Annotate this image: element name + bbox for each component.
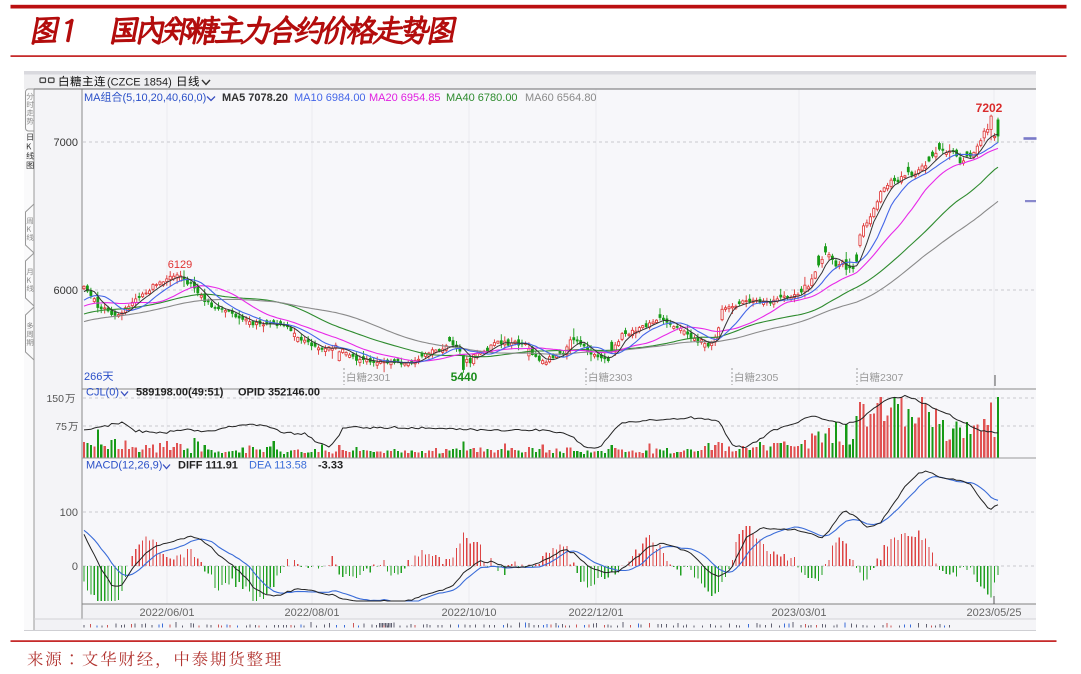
svg-text:2303: 2303: [609, 372, 633, 384]
svg-text:(CZCE 1854): (CZCE 1854): [107, 77, 172, 89]
svg-text:(5,10,20,40,60,0): (5,10,20,40,60,0): [123, 92, 207, 104]
svg-text:MA10 6984.00: MA10 6984.00: [294, 92, 366, 104]
svg-text:7000: 7000: [54, 137, 78, 149]
svg-text:OPID 352146.00: OPID 352146.00: [238, 387, 320, 399]
svg-text:150: 150: [46, 393, 64, 405]
svg-text:2022/10/10: 2022/10/10: [441, 607, 496, 619]
svg-text:2023/03/01: 2023/03/01: [771, 607, 826, 619]
svg-text:-3.33: -3.33: [318, 460, 343, 472]
svg-text:MA40 6780.00: MA40 6780.00: [446, 92, 518, 104]
svg-text:0: 0: [72, 561, 78, 573]
svg-text:7202: 7202: [976, 101, 1003, 115]
svg-text:266: 266: [84, 371, 102, 383]
svg-text:2023/05/25: 2023/05/25: [966, 607, 1021, 619]
svg-text:DEA 113.58: DEA 113.58: [249, 460, 307, 472]
svg-text:CJL(0): CJL(0): [86, 387, 119, 399]
svg-text:2022/08/01: 2022/08/01: [284, 607, 339, 619]
svg-text:MA60 6564.80: MA60 6564.80: [525, 92, 597, 104]
svg-text:2305: 2305: [755, 372, 779, 384]
svg-text:MA20 6954.85: MA20 6954.85: [369, 92, 441, 104]
svg-text:MACD(12,26,9): MACD(12,26,9): [86, 460, 162, 472]
svg-text:589198.00(49:51): 589198.00(49:51): [136, 387, 224, 399]
svg-text:100: 100: [60, 507, 78, 519]
svg-text:2022/12/01: 2022/12/01: [568, 607, 623, 619]
svg-text:5440: 5440: [451, 370, 478, 384]
svg-text:MA5 7078.20: MA5 7078.20: [222, 92, 288, 104]
svg-text:DIFF 111.91: DIFF 111.91: [178, 460, 238, 472]
svg-text:6129: 6129: [168, 259, 192, 271]
svg-text:6000: 6000: [54, 285, 78, 297]
svg-text:2301: 2301: [367, 372, 391, 384]
svg-text:75: 75: [55, 421, 67, 433]
svg-text:MA: MA: [84, 92, 101, 104]
svg-text:2307: 2307: [880, 372, 904, 384]
svg-text:2022/06/01: 2022/06/01: [139, 607, 194, 619]
